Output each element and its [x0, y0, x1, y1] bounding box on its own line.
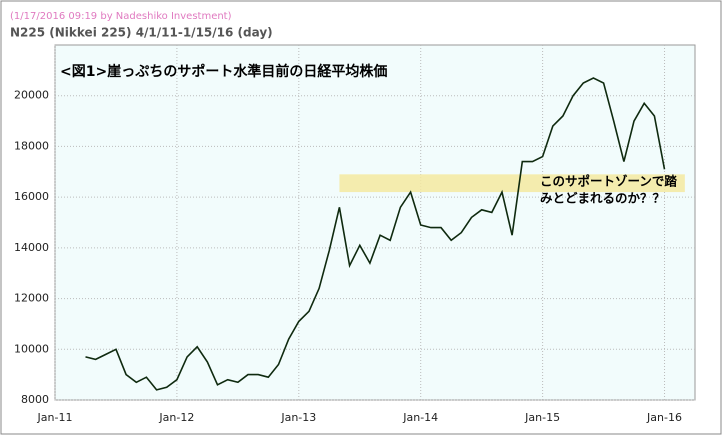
x-tick-label: Jan-11: [37, 411, 73, 424]
x-tick-label: Jan-14: [402, 411, 438, 424]
support-band: [339, 174, 685, 193]
y-tick-label: 8000: [21, 393, 49, 406]
subtitle: N225 (Nikkei 225) 4/1/11-1/15/16 (day): [10, 26, 273, 40]
x-tick-label: Jan-15: [524, 411, 560, 424]
plot-area: [54, 44, 696, 401]
y-tick-label: 14000: [14, 241, 49, 254]
annotation: みとどまれるのか？？: [540, 191, 665, 206]
price-line: [85, 77, 666, 391]
x-tick-label: Jan-12: [158, 411, 194, 424]
y-tick-label: 20000: [14, 89, 49, 102]
timestamp: (1/17/2016 09:19 by Nadeshiko Investment…: [10, 11, 232, 22]
annotation: このサポートゾーンで踏: [540, 174, 677, 189]
y-tick-label: 18000: [14, 139, 49, 152]
y-tick-label: 12000: [14, 292, 49, 305]
x-tick-label: Jan-16: [646, 411, 682, 424]
y-tick-label: 10000: [14, 342, 49, 355]
y-tick-label: 16000: [14, 190, 49, 203]
chart-title: <図1>崖っぷちのサポート水準目前の日経平均株価: [60, 63, 387, 80]
marks: [85, 77, 685, 391]
x-tick-label: Jan-13: [280, 411, 316, 424]
